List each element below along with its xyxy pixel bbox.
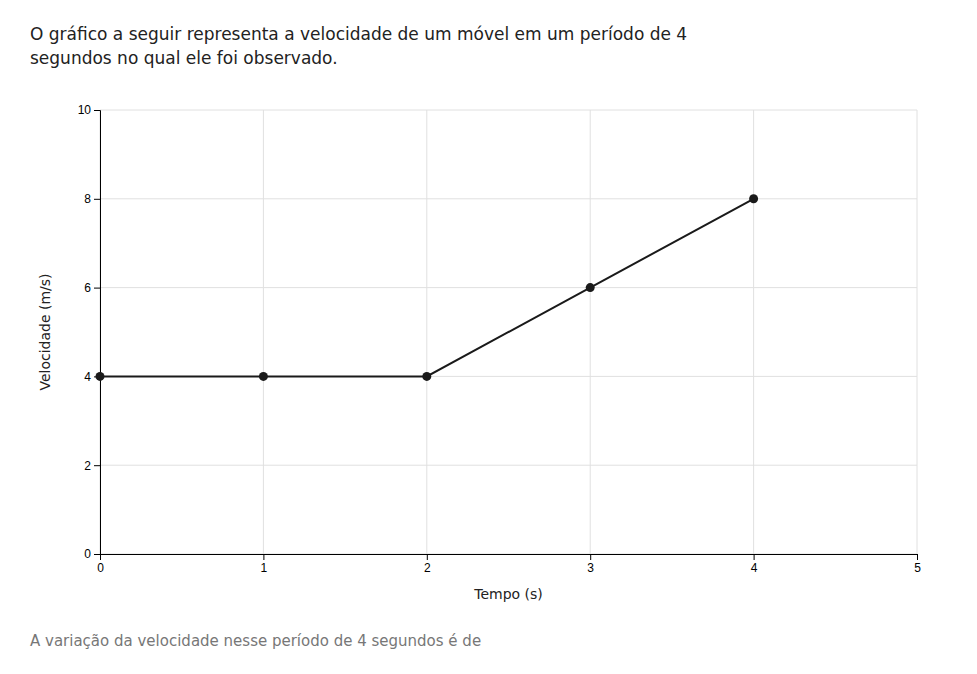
grid-line [100, 110, 917, 111]
grid-line [917, 110, 918, 554]
tick: 0 [97, 554, 104, 575]
tick-label: 0 [97, 561, 104, 575]
tick: 6 [84, 281, 100, 295]
tick-label: 2 [84, 459, 91, 473]
tick-label: 10 [78, 103, 92, 117]
tick-label: 3 [587, 561, 594, 575]
grid-line [590, 110, 591, 554]
grid-line [753, 110, 754, 554]
grid [100, 110, 917, 554]
tick-label: 8 [84, 192, 91, 206]
tick-mark [94, 199, 100, 200]
tick: 0 [84, 547, 100, 561]
tick: 5 [914, 554, 921, 575]
tick-label: 6 [84, 281, 91, 295]
x-axis-label: Tempo (s) [473, 586, 543, 602]
axis-line [101, 555, 918, 561]
plot-area: 0 1 2 3 4 5 0 2 4 6 8 10 [78, 103, 922, 574]
grid-line [100, 465, 917, 466]
y-axis-label: Velocidade (m/s) [37, 273, 53, 390]
line [100, 199, 754, 377]
tick-mark [754, 554, 755, 560]
tick: 3 [587, 554, 594, 575]
tick: 1 [261, 554, 268, 575]
grid-line [263, 110, 264, 554]
point [586, 283, 595, 292]
tick: 2 [84, 459, 100, 473]
y-axis: 0 2 4 6 8 10 [78, 103, 101, 561]
tick-mark [427, 554, 428, 560]
x-axis: 0 1 2 3 4 5 [97, 554, 921, 575]
tick-mark [94, 288, 100, 289]
tick-label: 2 [424, 561, 431, 575]
point [96, 372, 105, 381]
tick-label: 4 [84, 370, 91, 384]
tick-mark [263, 554, 264, 560]
series [96, 194, 759, 381]
chart: O gráfico a seguir representa a velocida… [0, 0, 977, 674]
point [422, 372, 431, 381]
tick-label: 5 [914, 561, 921, 575]
title: O gráfico a seguir representa a velocida… [30, 24, 687, 68]
tick: 2 [424, 554, 431, 575]
tick: 10 [78, 103, 100, 117]
axis-line [94, 111, 101, 555]
tick-mark [94, 554, 100, 555]
tick-mark [94, 110, 100, 111]
tick-label: 1 [261, 561, 268, 575]
point [749, 194, 758, 203]
tick-label: 4 [751, 561, 758, 575]
tick-mark [94, 465, 100, 466]
point [259, 372, 268, 381]
tick: 4 [751, 554, 758, 575]
tick-mark [917, 554, 918, 560]
grid-line [100, 198, 917, 199]
tick: 8 [84, 192, 100, 206]
grid-line [100, 287, 917, 288]
tick-label: 0 [84, 547, 91, 561]
annotation: A variação da velocidade nesse período d… [30, 632, 481, 650]
tick-mark [590, 554, 591, 560]
grid-line [426, 110, 427, 554]
